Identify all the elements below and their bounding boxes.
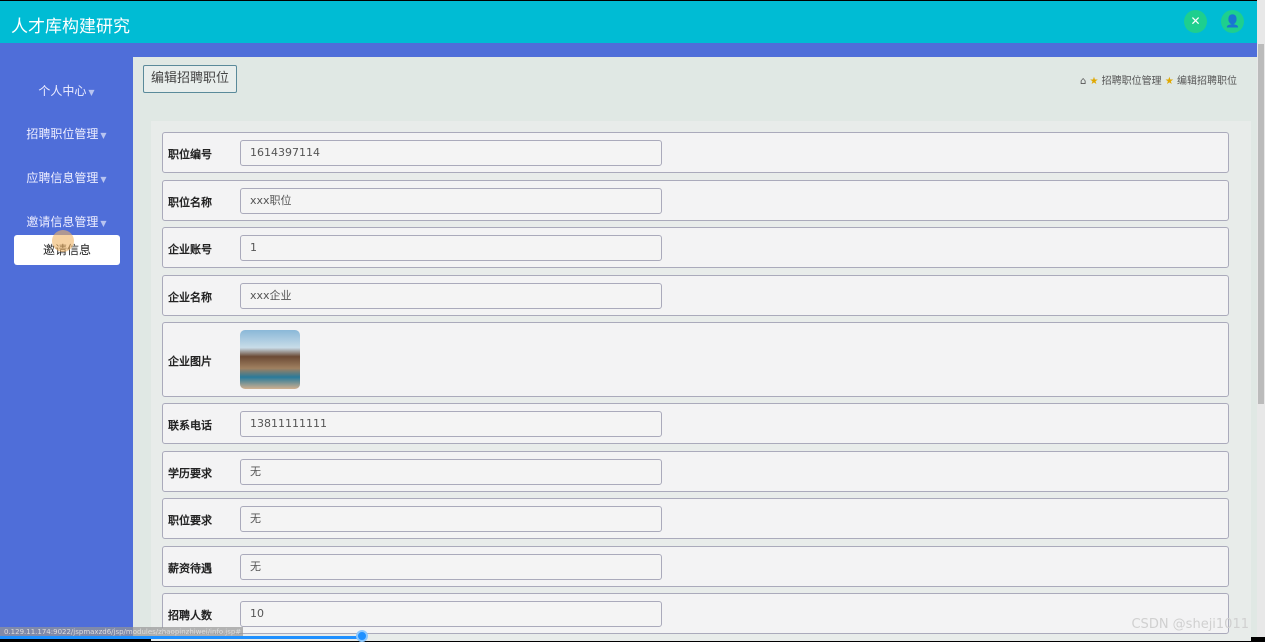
sidebar: 个人中心▼ 招聘职位管理▼ 应聘信息管理▼ 邀请信息管理▼ 邀请信息 [0, 57, 133, 637]
sidebar-item-personal[interactable]: 个人中心 ▼ [0, 82, 133, 99]
scrollbar-thumb[interactable] [1258, 44, 1264, 404]
field-label: 薪资待遇 [168, 561, 212, 575]
field-input[interactable]: 13811111111 [240, 411, 662, 437]
sidebar-item-label: 个人中心 [38, 84, 87, 98]
header-band [0, 43, 1257, 57]
caret-down-icon: ▼ [100, 131, 107, 140]
caret-down-icon: ▼ [100, 219, 107, 228]
sidebar-item-invitations[interactable]: 邀请信息管理 ▼ [0, 213, 133, 230]
field-label: 职位要求 [168, 513, 212, 527]
top-bar: 人才库构建研究 ✕ 👤 [0, 1, 1257, 43]
form-row: 学历要求 无 [162, 451, 1229, 492]
status-url: 0.129.11.174:9022/jspmaxzd6/jsp/modules/… [0, 627, 243, 638]
field-input[interactable]: 无 [240, 554, 662, 580]
field-label: 学历要求 [168, 466, 212, 480]
home-icon[interactable]: ⌂ [1079, 76, 1087, 87]
progress-bar [0, 636, 362, 639]
field-input[interactable]: xxx企业 [240, 283, 662, 309]
star-icon: ★ [1089, 76, 1099, 87]
form-row: 企业图片 [162, 322, 1229, 397]
field-input[interactable]: 1 [240, 235, 662, 261]
field-label: 企业名称 [168, 290, 212, 304]
user-icon[interactable]: 👤 [1221, 10, 1244, 33]
form-row: 企业名称 xxx企业 [162, 275, 1229, 316]
app-title: 人才库构建研究 [11, 17, 130, 37]
form-row: 招聘人数 10 [162, 593, 1229, 634]
field-input[interactable]: 1614397114 [240, 140, 662, 166]
field-input[interactable]: 无 [240, 459, 662, 485]
sidebar-item-label: 应聘信息管理 [26, 171, 99, 185]
progress-knob[interactable] [356, 630, 368, 642]
sidebar-item-jobs[interactable]: 招聘职位管理 ▼ [0, 125, 133, 142]
sidebar-item-label: 招聘职位管理 [26, 127, 99, 141]
fullscreen-icon[interactable]: ✕ [1184, 10, 1207, 33]
star-icon: ★ [1164, 76, 1174, 87]
form-row: 企业账号 1 [162, 227, 1229, 268]
breadcrumb-item[interactable]: 招聘职位管理 [1101, 76, 1162, 87]
form-row: 联系电话 13811111111 [162, 403, 1229, 444]
watermark: CSDN @sheji1011 [1131, 617, 1249, 632]
field-label: 招聘人数 [168, 608, 212, 622]
field-label: 联系电话 [168, 418, 212, 432]
field-input[interactable]: xxx职位 [240, 188, 662, 214]
form-panel: 职位编号 1614397114 职位名称 xxx职位企业账号 1 企业名称 xxx企业企业图… [151, 121, 1251, 641]
main-content: 编辑招聘职位 ⌂ ★ 招聘职位管理 ★ 编辑招聘职位 职位编号 161439711… [133, 57, 1257, 641]
breadcrumb-item: 编辑招聘职位 [1177, 76, 1237, 87]
form-row: 职位名称 xxx职位 [162, 180, 1229, 221]
sidebar-item-label: 邀请信息管理 [26, 215, 99, 229]
breadcrumb: ⌂ ★ 招聘职位管理 ★ 编辑招聘职位 [1080, 72, 1237, 87]
cursor-highlight [52, 230, 74, 252]
form-row: 薪资待遇 无 [162, 546, 1229, 587]
caret-down-icon: ▼ [88, 88, 95, 97]
form-row: 职位编号 1614397114 [162, 132, 1229, 173]
field-input[interactable]: 10 [240, 601, 662, 627]
field-label: 职位编号 [168, 147, 212, 161]
field-input[interactable]: 无 [240, 506, 662, 532]
company-image [240, 330, 300, 389]
page-title-button[interactable]: 编辑招聘职位 [143, 65, 237, 93]
field-label: 企业账号 [168, 242, 212, 256]
sidebar-item-applications[interactable]: 应聘信息管理 ▼ [0, 169, 133, 186]
field-label: 企业图片 [168, 354, 212, 368]
form-row: 职位要求 无 [162, 498, 1229, 539]
field-label: 职位名称 [168, 195, 212, 209]
caret-down-icon: ▼ [100, 175, 107, 184]
